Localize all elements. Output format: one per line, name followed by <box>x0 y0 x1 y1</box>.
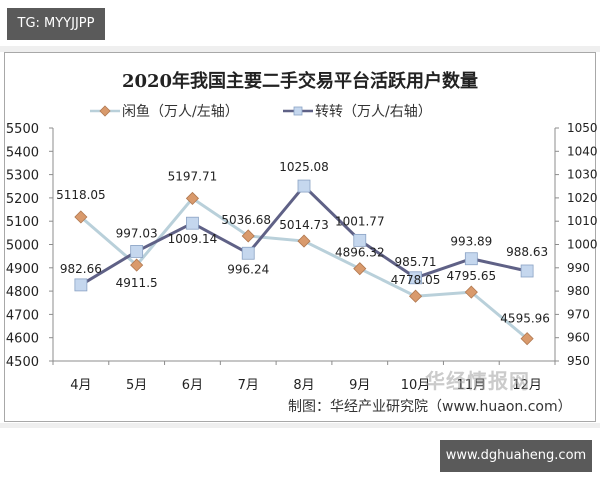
legend-item-xianyu: 闲鱼（万人/左轴） <box>90 101 239 121</box>
y-right-tick-label: 1020 <box>567 191 598 205</box>
diamond-marker-icon <box>520 332 534 346</box>
square-marker-icon <box>74 278 88 292</box>
y-right-tick-label: 980 <box>567 284 590 298</box>
data-label-zhuanzhuan: 1009.14 <box>168 232 218 246</box>
y-right-tick-label: 1010 <box>567 214 598 228</box>
data-label-xianyu: 4896.32 <box>335 246 385 260</box>
y-right-tick-label: 970 <box>567 307 590 321</box>
data-label-xianyu: 4911.5 <box>116 276 158 290</box>
square-marker-icon <box>186 216 199 230</box>
y-right-tick-label: 990 <box>567 261 590 275</box>
x-tick-label: 8月 <box>293 378 314 393</box>
chart-source: 制图：华经产业研究院（www.huaon.com） <box>288 399 572 415</box>
watermark-top-tag: TG: MYYJJPP <box>7 8 105 40</box>
y-left-tick-label: 5500 <box>6 122 39 137</box>
data-label-xianyu: 4595.96 <box>500 312 550 326</box>
x-tick-label: 4月 <box>70 378 91 393</box>
data-label-xianyu: 5118.05 <box>56 188 106 202</box>
x-tick-label: 10月 <box>401 378 431 393</box>
x-tick-label: 12月 <box>512 378 542 393</box>
y-left-tick-label: 5400 <box>6 145 39 160</box>
diamond-marker-icon <box>90 105 120 117</box>
y-left-tick-label: 4900 <box>6 262 39 277</box>
square-marker-icon <box>353 233 367 247</box>
diamond-marker-icon <box>241 229 255 243</box>
y-left-tick-label: 4800 <box>6 285 39 300</box>
square-marker-icon <box>283 106 313 116</box>
square-marker-icon <box>409 271 422 285</box>
data-label-zhuanzhuan: 993.89 <box>450 235 492 249</box>
y-right-tick-label: 1050 <box>567 121 598 135</box>
data-label-zhuanzhuan: 996.24 <box>227 262 269 276</box>
y-left-tick-label: 4500 <box>6 355 39 370</box>
data-label-zhuanzhuan: 982.66 <box>60 262 102 276</box>
square-marker-icon <box>130 245 144 258</box>
diamond-marker-icon <box>130 258 144 272</box>
chart-series <box>74 179 534 346</box>
diamond-marker-icon <box>74 210 88 224</box>
square-marker-icon <box>464 252 478 266</box>
data-label-xianyu: 5014.73 <box>279 218 329 232</box>
top-band <box>0 46 600 52</box>
chart-data-labels: 5118.05 4911.5 5197.71 5036.68 5014.73 4896.3… <box>56 160 550 326</box>
diamond-marker-icon <box>353 262 367 276</box>
data-label-zhuanzhuan: 985.71 <box>395 255 437 269</box>
bottom-band <box>0 423 600 428</box>
diamond-marker-icon <box>185 191 200 205</box>
chart-axes: 4500 4600 4700 4800 4900 5000 5100 5200 5300 5400… <box>6 121 598 393</box>
chart-title: 2020年我国主要二手交易平台活跃用户数量 <box>121 71 479 92</box>
data-label-xianyu: 4795.65 <box>447 269 497 283</box>
y-left-tick-label: 5300 <box>6 169 39 184</box>
data-label-zhuanzhuan: 997.03 <box>116 226 158 240</box>
y-right-tick-label: 1040 <box>567 144 598 158</box>
site-watermark: 华经情报网 <box>425 369 530 393</box>
data-label-xianyu: 5036.68 <box>221 213 271 227</box>
y-right-tick-label: 960 <box>567 331 590 345</box>
y-right-tick-label: 1030 <box>567 168 598 182</box>
x-tick-label: 7月 <box>238 378 259 393</box>
diamond-marker-icon <box>464 285 478 299</box>
y-left-tick-label: 5200 <box>6 192 39 207</box>
y-left-tick-label: 4600 <box>6 332 39 347</box>
x-tick-label: 5月 <box>126 378 147 393</box>
square-marker-icon <box>520 264 534 278</box>
data-label-zhuanzhuan: 988.63 <box>506 245 548 259</box>
square-marker-icon <box>241 246 255 260</box>
x-tick-label: 9月 <box>349 378 370 393</box>
data-label-zhuanzhuan: 1001.77 <box>335 214 385 228</box>
y-left-tick-label: 5000 <box>6 239 39 254</box>
legend-label-zhuanzhuan: 转转（万人/右轴） <box>315 104 432 120</box>
data-label-xianyu: 4778.05 <box>391 273 441 287</box>
y-left-tick-label: 5100 <box>6 215 39 230</box>
diamond-marker-icon <box>297 234 311 248</box>
legend-label-xianyu: 闲鱼（万人/左轴） <box>122 104 239 120</box>
watermark-bottom-tag: www.dghuaheng.com <box>440 440 592 472</box>
x-tick-label: 6月 <box>182 378 203 393</box>
y-left-tick-label: 4700 <box>6 308 39 323</box>
square-marker-icon <box>297 179 311 193</box>
y-right-tick-label: 950 <box>567 354 590 368</box>
data-label-zhuanzhuan: 1025.08 <box>279 160 329 174</box>
legend-item-zhuanzhuan: 转转（万人/右轴） <box>283 101 432 121</box>
y-right-tick-label: 1000 <box>567 238 598 252</box>
diamond-marker-icon <box>408 289 423 303</box>
data-label-xianyu: 5197.71 <box>168 169 218 183</box>
x-tick-label: 11月 <box>457 378 487 393</box>
